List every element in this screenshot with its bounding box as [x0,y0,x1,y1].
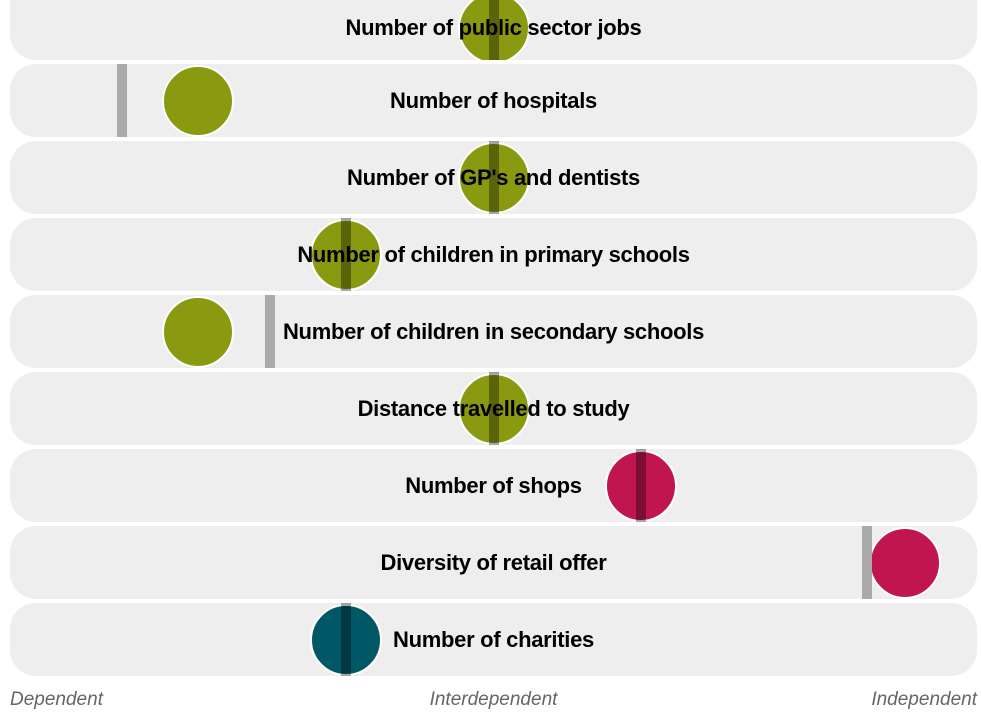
benchmark-marker [636,449,647,522]
chart-row: Number of public sector jobs [10,0,977,60]
chart-row: Number of charities [10,603,977,676]
chart-row: Number of children in secondary schools [10,295,977,368]
benchmark-marker [117,64,128,137]
row-label: Diversity of retail offer [380,549,607,575]
chart-row: Number of children in primary schools [10,218,977,291]
benchmark-marker [861,526,872,599]
data-point [162,64,235,137]
data-point [162,295,235,368]
chart-row: Number of GP's and dentists [10,141,977,214]
axis-label-dependent: Dependent [10,689,103,710]
chart-row: Diversity of retail offer [10,526,977,599]
benchmark-marker [340,218,351,291]
benchmark-marker [488,141,499,214]
row-label: Number of shops [405,472,582,498]
row-label: Number of hospitals [390,87,597,113]
data-point [457,0,530,60]
data-point [869,526,942,599]
data-point [457,372,530,445]
benchmark-marker [340,603,351,676]
row-label: Number of charities [393,626,594,652]
axis-label-independent: Independent [871,689,977,710]
row-label: Number of children in primary schools [297,241,690,267]
chart-row: Number of hospitals [10,64,977,137]
row-label: Number of children in secondary schools [282,318,705,344]
data-point [605,449,678,522]
benchmark-marker [264,295,275,368]
data-point [309,603,382,676]
data-point [309,218,382,291]
data-point [457,141,530,214]
benchmark-marker [488,0,499,60]
x-axis-labels: Dependent Interdependent Independent [10,689,977,715]
benchmark-marker [488,372,499,445]
chart-row: Number of shops [10,449,977,522]
chart-rows: Number of public sector jobs Number of ho… [10,0,977,680]
axis-label-interdependent: Interdependent [429,689,558,710]
chart-row: Distance travelled to study [10,372,977,445]
